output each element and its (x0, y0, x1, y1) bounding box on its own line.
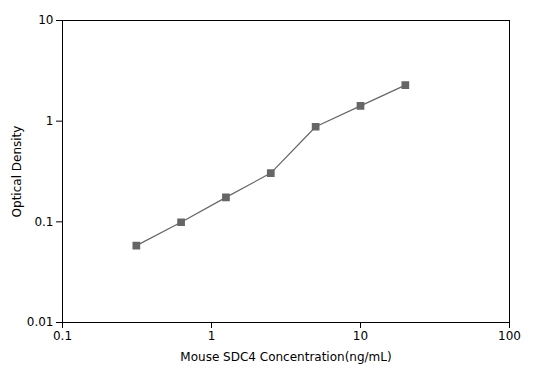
svg-text:10: 10 (353, 329, 368, 343)
svg-text:0.1: 0.1 (34, 215, 53, 229)
svg-text:0.1: 0.1 (53, 329, 72, 343)
svg-text:100: 100 (498, 329, 521, 343)
svg-text:0.01: 0.01 (27, 315, 54, 329)
svg-text:10: 10 (38, 13, 53, 27)
svg-text:Optical Density: Optical Density (10, 126, 24, 218)
svg-text:Mouse SDC4 Concentration(ng/mL: Mouse SDC4 Concentration(ng/mL) (180, 350, 391, 364)
svg-text:1: 1 (208, 329, 216, 343)
svg-text:1: 1 (46, 114, 54, 128)
